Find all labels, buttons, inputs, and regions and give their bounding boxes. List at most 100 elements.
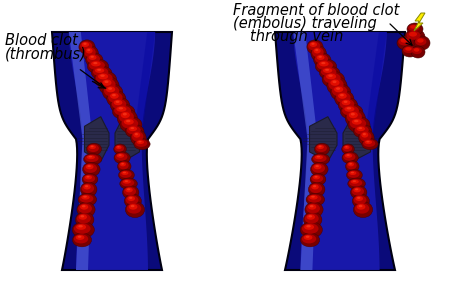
Ellipse shape — [340, 104, 362, 119]
Ellipse shape — [130, 127, 134, 129]
Ellipse shape — [121, 171, 128, 175]
Ellipse shape — [343, 100, 347, 103]
Ellipse shape — [112, 94, 116, 96]
Ellipse shape — [83, 43, 86, 45]
Ellipse shape — [362, 140, 375, 147]
Ellipse shape — [319, 61, 328, 66]
Ellipse shape — [403, 46, 414, 53]
Ellipse shape — [404, 29, 424, 45]
Ellipse shape — [118, 107, 123, 110]
Ellipse shape — [365, 141, 369, 142]
Ellipse shape — [309, 184, 321, 193]
Polygon shape — [84, 117, 109, 161]
Ellipse shape — [339, 94, 343, 96]
Ellipse shape — [348, 179, 362, 187]
Ellipse shape — [311, 175, 322, 182]
Ellipse shape — [308, 195, 317, 200]
Ellipse shape — [354, 196, 362, 201]
Ellipse shape — [90, 56, 94, 58]
Ellipse shape — [127, 126, 140, 134]
Ellipse shape — [318, 56, 321, 58]
Ellipse shape — [108, 92, 122, 103]
Ellipse shape — [89, 61, 105, 70]
Polygon shape — [69, 32, 92, 139]
Ellipse shape — [319, 66, 339, 80]
Ellipse shape — [345, 160, 358, 172]
Ellipse shape — [84, 154, 101, 165]
Ellipse shape — [123, 187, 136, 196]
Ellipse shape — [400, 38, 407, 43]
Ellipse shape — [336, 92, 350, 103]
Ellipse shape — [81, 184, 94, 193]
Ellipse shape — [85, 53, 103, 67]
Ellipse shape — [305, 236, 309, 238]
Ellipse shape — [314, 54, 327, 63]
Ellipse shape — [84, 47, 95, 57]
Ellipse shape — [301, 234, 315, 243]
Ellipse shape — [308, 204, 316, 210]
Ellipse shape — [127, 203, 141, 214]
Ellipse shape — [312, 185, 316, 187]
Ellipse shape — [102, 80, 111, 86]
Ellipse shape — [314, 143, 329, 155]
Ellipse shape — [344, 106, 354, 112]
Ellipse shape — [104, 86, 119, 96]
Ellipse shape — [78, 193, 96, 206]
Ellipse shape — [120, 117, 142, 133]
Ellipse shape — [83, 196, 87, 198]
Ellipse shape — [303, 212, 321, 227]
Ellipse shape — [408, 32, 416, 37]
Ellipse shape — [118, 154, 122, 156]
Ellipse shape — [82, 42, 89, 47]
Ellipse shape — [364, 140, 371, 144]
Ellipse shape — [123, 172, 126, 173]
Ellipse shape — [305, 193, 324, 206]
Ellipse shape — [138, 141, 141, 142]
Ellipse shape — [89, 145, 95, 149]
Ellipse shape — [306, 214, 314, 220]
Ellipse shape — [72, 222, 94, 238]
Ellipse shape — [303, 224, 313, 230]
Ellipse shape — [114, 152, 130, 164]
Ellipse shape — [354, 126, 368, 134]
Ellipse shape — [82, 173, 98, 185]
Ellipse shape — [123, 113, 127, 116]
Ellipse shape — [90, 146, 94, 147]
Text: Fragment of blood clot: Fragment of blood clot — [233, 3, 398, 18]
Ellipse shape — [347, 178, 364, 189]
Ellipse shape — [116, 106, 126, 112]
Ellipse shape — [326, 77, 347, 95]
Ellipse shape — [121, 112, 129, 118]
Text: (thrombus): (thrombus) — [5, 46, 87, 61]
Ellipse shape — [131, 131, 143, 142]
Ellipse shape — [110, 98, 129, 113]
Ellipse shape — [309, 205, 313, 207]
Ellipse shape — [362, 133, 365, 135]
Ellipse shape — [333, 86, 342, 92]
Ellipse shape — [315, 165, 318, 167]
Ellipse shape — [353, 195, 366, 205]
Polygon shape — [69, 32, 155, 270]
Ellipse shape — [106, 86, 115, 92]
Ellipse shape — [322, 68, 331, 73]
Ellipse shape — [330, 80, 339, 86]
Ellipse shape — [321, 71, 344, 88]
Ellipse shape — [314, 176, 317, 178]
Ellipse shape — [81, 195, 90, 200]
Ellipse shape — [115, 153, 127, 161]
Ellipse shape — [125, 188, 133, 192]
Ellipse shape — [348, 163, 351, 165]
Ellipse shape — [358, 205, 362, 207]
Ellipse shape — [318, 146, 321, 147]
Ellipse shape — [95, 73, 112, 83]
Ellipse shape — [123, 180, 130, 184]
Ellipse shape — [300, 222, 322, 238]
Ellipse shape — [127, 188, 130, 190]
Ellipse shape — [80, 204, 88, 210]
Ellipse shape — [121, 163, 123, 165]
Ellipse shape — [346, 162, 356, 169]
Ellipse shape — [117, 160, 131, 172]
Ellipse shape — [114, 145, 124, 152]
Ellipse shape — [121, 179, 134, 187]
Ellipse shape — [119, 171, 131, 178]
